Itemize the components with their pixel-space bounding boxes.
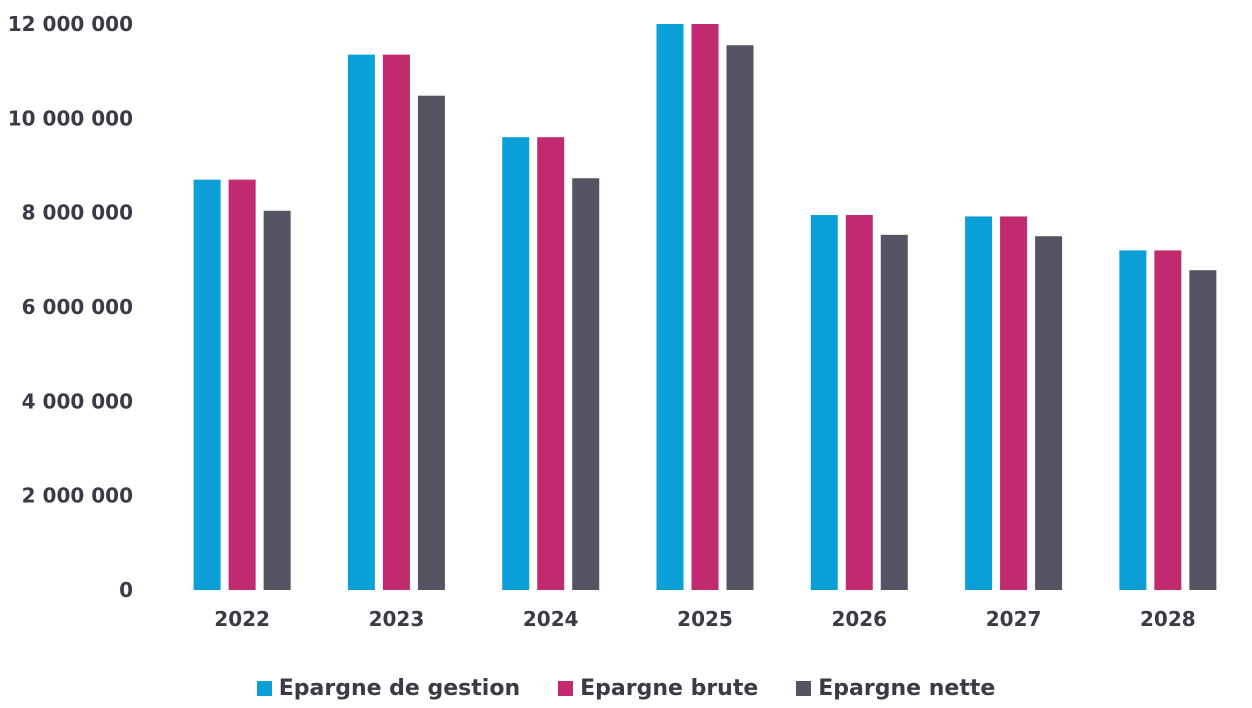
bar-epargne-brute-2025: [691, 24, 719, 590]
legend-label-epargne-brute: Epargne brute: [580, 676, 759, 701]
bar-epargne-de-gestion-2023: [347, 54, 375, 591]
bar-epargne-brute-2028: [1154, 250, 1182, 590]
legend: Epargne de gestion Epargne brute Epargne…: [0, 676, 1252, 701]
bar-epargne-brute-2024: [537, 137, 565, 590]
x-tick-label: 2024: [523, 607, 579, 631]
x-tick-label: 2023: [369, 607, 425, 631]
y-tick-label: 2 000 000: [22, 484, 133, 508]
legend-swatch-epargne-nette: [796, 681, 812, 696]
legend-item-epargne-brute: Epargne brute: [558, 676, 758, 701]
bar-epargne-de-gestion-2022: [193, 179, 221, 590]
bar-chart: 0 2 000 000 4 000 000 6 000 000 8 000 000 10 …: [8, 12, 1217, 631]
x-tick-label: 2027: [986, 607, 1042, 631]
legend-label-epargne-de-gestion: Epargne de gestion: [278, 676, 521, 701]
bar-epargne-brute-2023: [382, 54, 410, 591]
bar-epargne-de-gestion-2025: [656, 24, 684, 590]
x-tick-label: 2026: [831, 607, 887, 631]
y-tick-label: 8 000 000: [22, 201, 133, 225]
bar-epargne-de-gestion-2027: [965, 216, 993, 590]
y-tick-label: 4 000 000: [22, 389, 133, 413]
bar-epargne-de-gestion-2026: [810, 215, 838, 590]
legend-swatch-epargne-de-gestion: [256, 681, 272, 696]
bar-epargne-brute-2022: [228, 179, 256, 590]
legend-swatch-epargne-brute: [558, 681, 574, 696]
x-tick-label: 2022: [214, 607, 270, 631]
x-axis: 2022 2023 2024 2025 2026 2027 2028: [214, 607, 1195, 631]
bar-epargne-de-gestion-2024: [502, 137, 530, 590]
bar-epargne-nette-2023: [417, 95, 445, 591]
bar-epargne-de-gestion-2028: [1119, 250, 1147, 590]
bar-epargne-brute-2026: [845, 215, 873, 590]
x-tick-label: 2025: [677, 607, 733, 631]
legend-label-epargne-nette: Epargne nette: [818, 676, 996, 701]
bar-epargne-nette-2028: [1189, 270, 1217, 590]
bar-epargne-brute-2027: [1000, 216, 1028, 590]
bar-epargne-nette-2024: [572, 178, 600, 591]
y-axis: 0 2 000 000 4 000 000 6 000 000 8 000 000 10 …: [8, 12, 133, 602]
bar-epargne-nette-2026: [880, 234, 908, 590]
bar-epargne-nette-2022: [263, 210, 291, 590]
bar-epargne-nette-2027: [1035, 236, 1063, 590]
y-tick-label: 6 000 000: [22, 295, 133, 319]
y-tick-label: 0: [119, 578, 133, 602]
legend-item-epargne-nette: Epargne nette: [796, 676, 995, 701]
legend-item-epargne-de-gestion: Epargne de gestion: [256, 676, 521, 701]
x-tick-label: 2028: [1140, 607, 1196, 631]
y-tick-label: 10 000 000: [8, 106, 133, 130]
bar-epargne-nette-2025: [726, 45, 754, 591]
bars: [193, 24, 1217, 591]
y-tick-label: 12 000 000: [8, 12, 133, 36]
